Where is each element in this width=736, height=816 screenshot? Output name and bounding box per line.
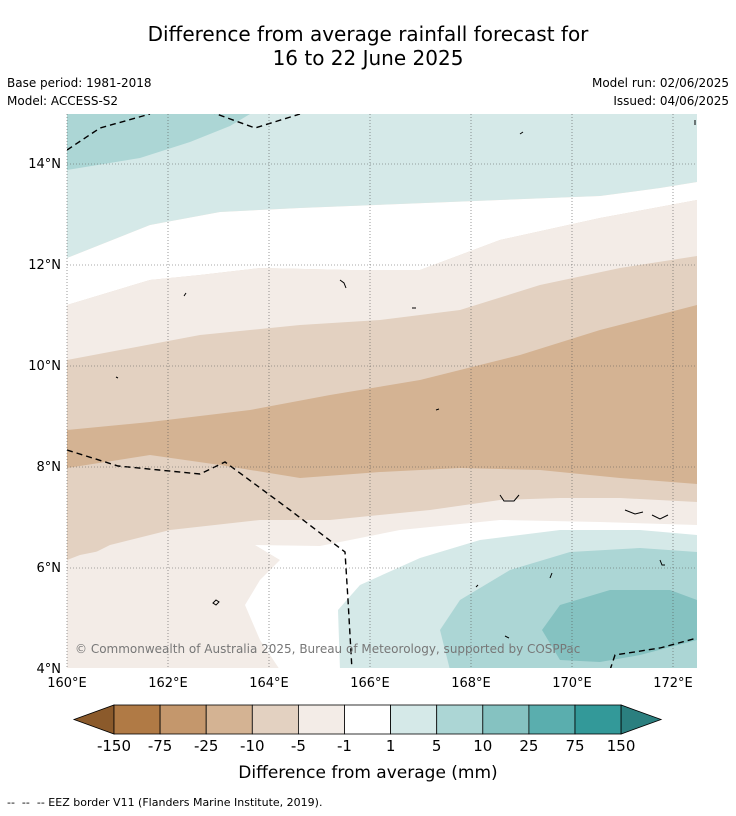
lon-label: 168°E — [451, 676, 491, 691]
colorbar-arrow-right — [620, 704, 663, 735]
title-line-2: 16 to 22 June 2025 — [272, 46, 464, 70]
model-run: Model run: 02/06/2025 — [591, 76, 729, 90]
eez-borders — [67, 114, 697, 668]
colorbar-swatch — [297, 704, 345, 735]
lon-labels: 160°E 162°E 164°E 166°E 168°E 170°E 172°… — [47, 676, 693, 691]
issued-date: Issued: 04/06/2025 — [613, 94, 729, 108]
lon-label: 164°E — [249, 676, 289, 691]
lat-label: 14°N — [28, 157, 61, 172]
colorbar-tick-label: -75 — [148, 737, 173, 755]
lon-label: 172°E — [653, 676, 693, 691]
colorbar-swatch — [436, 704, 484, 735]
meta-left: Base period: 1981-2018 Model: ACCESS-S2 — [7, 74, 152, 110]
map-figure: 14°N 12°N 10°N 8°N 6°N 4°N 160°E 162°E 1… — [28, 114, 697, 783]
colorbar-tick-label: 25 — [519, 737, 538, 755]
map-title: Difference from average rainfall forecas… — [0, 22, 736, 70]
lat-label: 12°N — [28, 258, 61, 273]
band-light-brown-southwest — [67, 540, 280, 668]
colorbar-swatch — [113, 704, 161, 735]
island-outline — [212, 599, 220, 606]
colorbar-arrow-left — [72, 704, 115, 735]
colorbar-swatch — [528, 704, 576, 735]
colorbar-tick-label: -1 — [337, 737, 352, 755]
island-outline — [115, 376, 119, 379]
legend-label: Difference from average (mm) — [238, 763, 497, 783]
colorbar-swatch — [390, 704, 438, 735]
band-brown-center — [67, 305, 697, 484]
colorbar-swatch — [344, 704, 391, 735]
island-outline — [624, 509, 669, 520]
lat-label: 4°N — [37, 662, 62, 677]
island-outline — [183, 292, 187, 297]
colorbar-legend: -150 -75 -25 -10 -5 -1 1 5 10 25 75 150 — [72, 704, 663, 755]
lon-label: 160°E — [47, 676, 87, 691]
lon-label: 170°E — [552, 676, 592, 691]
title-line-1: Difference from average rainfall forecas… — [147, 22, 589, 46]
band-teal-north — [67, 114, 697, 258]
lon-label: 162°E — [148, 676, 188, 691]
colorbar-tick-label: 150 — [607, 737, 636, 755]
colorbar-tick-label: 1 — [386, 737, 396, 755]
eez-border-southeast — [609, 637, 697, 668]
base-period: Base period: 1981-2018 — [7, 76, 152, 90]
colorbar-tick-label: -10 — [240, 737, 265, 755]
colorbar-swatch — [205, 704, 253, 735]
colorbar-swatch — [159, 704, 207, 735]
eez-border-west — [67, 449, 353, 668]
meta-right: Model run: 02/06/2025 Issued: 04/06/2025 — [592, 74, 729, 110]
colorbar-tick-label: -25 — [194, 737, 219, 755]
colorbar-swatch — [574, 704, 622, 735]
island-outline — [499, 494, 520, 502]
colorbar-swatch — [482, 704, 530, 735]
colorbar-tick-label: 10 — [473, 737, 492, 755]
island-outlines — [115, 120, 696, 639]
colorbar-swatch — [251, 704, 299, 735]
eez-border-north — [67, 114, 301, 151]
island-outline — [435, 408, 440, 411]
colorbar-tick-label: -5 — [291, 737, 306, 755]
colorbar-tick-label: 75 — [565, 737, 584, 755]
island-outline — [519, 131, 524, 135]
band-light-brown-north — [67, 200, 697, 360]
graticule — [66, 114, 697, 668]
lat-label: 8°N — [37, 460, 62, 475]
copyright-notice: © Commonwealth of Australia 2025, Bureau… — [75, 642, 580, 656]
band-teal-south-dark — [542, 590, 697, 662]
band-teal-north-dark — [67, 114, 250, 170]
island-outline — [339, 279, 347, 289]
colorbar-tick-label: -150 — [97, 737, 131, 755]
model-name: Model: ACCESS-S2 — [7, 94, 119, 108]
island-outline — [549, 572, 553, 579]
island-outline — [475, 584, 479, 588]
lat-labels: 14°N 12°N 10°N 8°N 6°N 4°N — [28, 157, 61, 677]
lat-label: 6°N — [37, 561, 62, 576]
island-outline — [504, 635, 510, 639]
band-white-north — [67, 182, 697, 305]
eez-footnote: -- -- -- EEZ border V11 (Flanders Marine… — [7, 796, 323, 809]
colorbar-tick-label: 5 — [432, 737, 442, 755]
island-outline — [659, 559, 665, 566]
lat-label: 10°N — [28, 359, 61, 374]
rainfall-map — [67, 114, 697, 668]
lon-label: 166°E — [350, 676, 390, 691]
